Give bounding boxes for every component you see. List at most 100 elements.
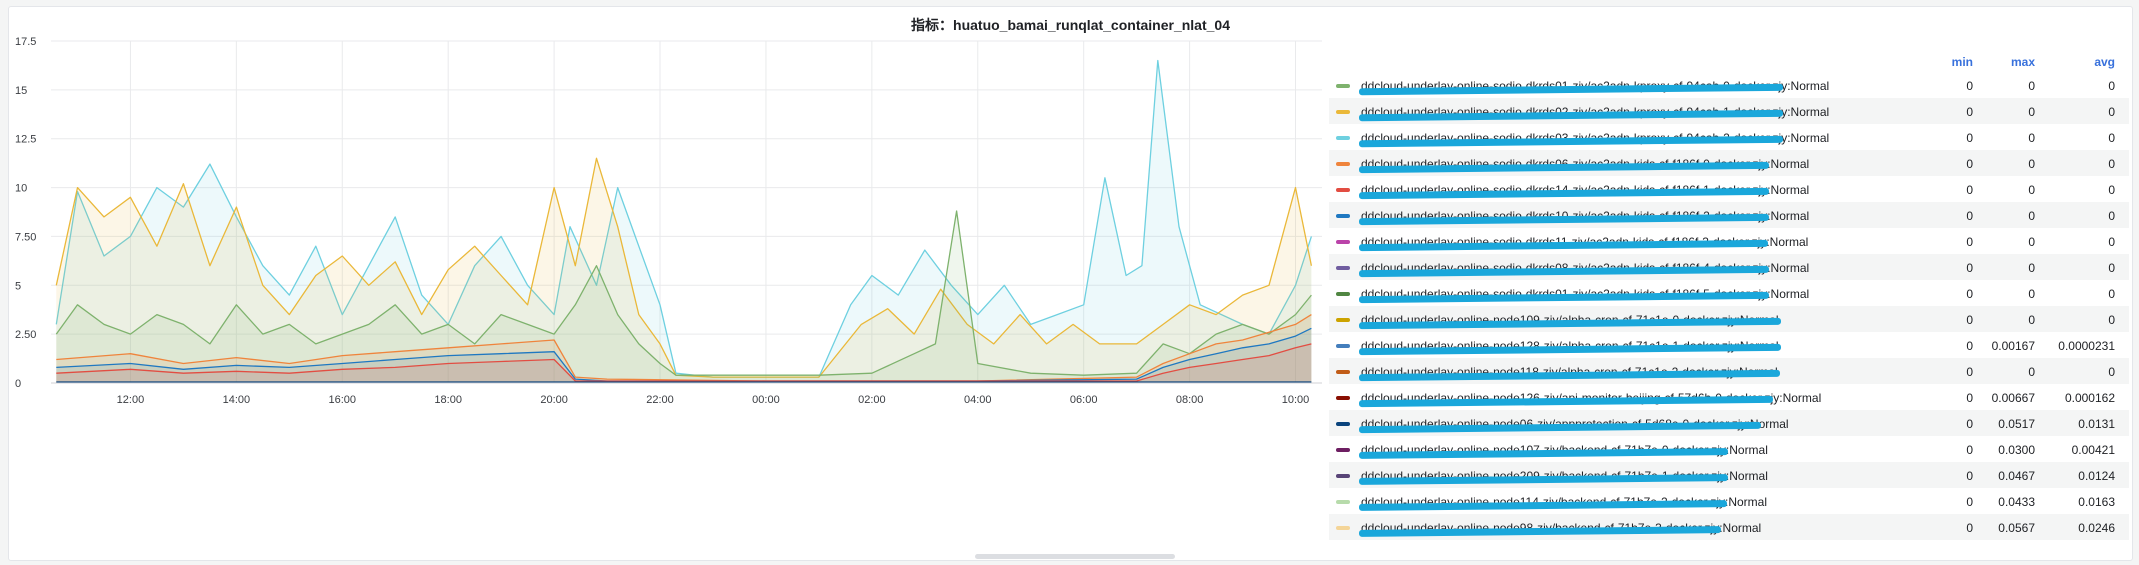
legend-avg-value: 0 [2108,287,2115,301]
legend-max-value: 0 [2028,79,2035,93]
legend-series-name[interactable]: ddcloud-underlay-online-sodio-dkrds01-zj… [1361,287,1809,301]
x-tick-label: 12:00 [117,394,145,406]
legend-min-value: 0 [1966,209,1973,223]
legend-series-name[interactable]: ddcloud-underlay-online-node109-zjy/alph… [1361,313,1779,327]
legend-item[interactable]: ddcloud-underlay-online-sodio-dkrds03-zj… [1329,124,2129,150]
legend-item[interactable]: ddcloud-underlay-online-node126-zjy/api-… [1329,384,2129,410]
series-area [56,314,1312,383]
horizontal-scrollbar[interactable] [975,554,1175,559]
legend-name-prefix: ddcloud-underlay-online-node107-zjy/back… [1361,443,1726,457]
legend-item[interactable]: ddcloud-underlay-online-sodio-dkrds06-zj… [1329,150,2129,176]
legend-min-value: 0 [1966,105,1973,119]
legend-swatch [1336,526,1350,530]
legend-item[interactable]: ddcloud-underlay-online-node209-zjy/back… [1329,462,2129,488]
legend-series-name[interactable]: ddcloud-underlay-online-node98-zjy/backe… [1361,521,1761,535]
x-tick-label: 06:00 [1070,394,1098,406]
x-tick-label: 20:00 [540,394,568,406]
legend-series-name[interactable]: ddcloud-underlay-online-node06-zjy/apppr… [1361,417,1789,431]
legend-series-name[interactable]: ddcloud-underlay-online-node114-zjy/back… [1361,495,1767,509]
legend-max-value: 0.0433 [1998,495,2035,509]
x-tick-label: 08:00 [1176,394,1204,406]
legend-avg-value: 0 [2108,235,2115,249]
legend-header-avg[interactable]: avg [2094,55,2115,69]
y-tick-label: 15 [15,85,27,97]
legend-series-name[interactable]: ddcloud-underlay-online-sodio-dkrds14-zj… [1361,183,1809,197]
legend-series-name[interactable]: ddcloud-underlay-online-sodio-dkrds01-zj… [1361,79,1829,93]
legend-swatch [1336,292,1350,296]
chart-legend: min max avg ddcloud-underlay-online-sodi… [1329,51,2129,540]
legend-avg-value: 0.00421 [2071,443,2115,457]
legend-series-name[interactable]: ddcloud-underlay-online-node209-zjy/back… [1361,469,1768,483]
legend-series-name[interactable]: ddcloud-underlay-online-node118-zjy/alph… [1361,365,1778,379]
legend-avg-value: 0 [2108,79,2115,93]
legend-item[interactable]: ddcloud-underlay-online-node118-zjy/alph… [1329,358,2129,384]
legend-max-value: 0.00167 [1991,339,2035,353]
legend-name-prefix: ddcloud-underlay-online-node118-zjy/alph… [1361,365,1778,379]
legend-min-value: 0 [1966,417,1973,431]
legend-series-name[interactable]: ddcloud-underlay-online-sodio-dkrds10-zj… [1361,209,1809,223]
legend-header-min[interactable]: min [1951,55,1973,69]
legend-item[interactable]: ddcloud-underlay-online-node128-zjy/alph… [1329,332,2129,358]
y-tick-label: 17.5 [15,36,36,48]
legend-item[interactable]: ddcloud-underlay-online-sodio-dkrds08-zj… [1329,254,2129,280]
legend-header-max[interactable]: max [2010,55,2035,69]
series-line [56,343,1312,382]
legend-item[interactable]: ddcloud-underlay-online-sodio-dkrds11-zj… [1329,228,2129,254]
legend-name-prefix: ddcloud-underlay-online-node06-zjy/apppr… [1361,417,1759,431]
legend-series-name[interactable]: ddcloud-underlay-online-sodio-dkrds08-zj… [1361,261,1809,275]
legend-series-name[interactable]: ddcloud-underlay-online-sodio-dkrds03-zj… [1361,131,1829,145]
legend-name-suffix: :Normal [1767,183,1810,197]
legend-item[interactable]: ddcloud-underlay-online-node98-zjy/backe… [1329,514,2129,540]
legend-name-suffix: :Normal [1725,469,1768,483]
legend-max-value: 0 [2028,183,2035,197]
legend-name-suffix: :Normal [1725,443,1768,457]
x-tick-label: 22:00 [646,394,674,406]
legend-name-prefix: ddcloud-underlay-online-sodio-dkrds10-zj… [1361,209,1768,223]
legend-swatch [1336,162,1350,166]
series-area [56,343,1312,383]
legend-series-name[interactable]: ddcloud-underlay-online-node126-zjy/api-… [1361,391,1821,405]
legend-avg-value: 0.000162 [2064,391,2115,405]
legend-name-suffix: y:Normal [1781,131,1830,145]
legend-max-value: 0 [2028,157,2035,171]
legend-name-suffix: :Normal [1766,235,1809,249]
legend-rows: ddcloud-underlay-online-sodio-dkrds01-zj… [1329,72,2129,540]
legend-item[interactable]: ddcloud-underlay-online-sodio-dkrds14-zj… [1329,176,2129,202]
x-tick-label: 14:00 [223,394,251,406]
legend-min-value: 0 [1966,495,1973,509]
legend-name-prefix: ddcloud-underlay-online-sodio-dkrds03-zj… [1361,131,1782,145]
legend-min-value: 0 [1966,183,1973,197]
legend-series-name[interactable]: ddcloud-underlay-online-node128-zjy/alph… [1361,339,1779,353]
legend-item[interactable]: ddcloud-underlay-online-node114-zjy/back… [1329,488,2129,514]
legend-name-suffix: jy:Normal [1770,391,1822,405]
legend-item[interactable]: ddcloud-underlay-online-sodio-dkrds01-zj… [1329,72,2129,98]
legend-name-suffix: :Normal [1719,521,1762,535]
legend-item[interactable]: ddcloud-underlay-online-sodio-dkrds10-zj… [1329,202,2129,228]
legend-series-name[interactable]: ddcloud-underlay-online-sodio-dkrds06-zj… [1361,157,1809,171]
legend-swatch [1336,188,1350,192]
legend-item[interactable]: ddcloud-underlay-online-node06-zjy/apppr… [1329,410,2129,436]
legend-swatch [1336,396,1350,400]
legend-min-value: 0 [1966,235,1973,249]
legend-series-name[interactable]: ddcloud-underlay-online-sodio-dkrds02-zj… [1361,105,1829,119]
legend-series-name[interactable]: ddcloud-underlay-online-sodio-dkrds11-zj… [1361,235,1808,249]
legend-max-value: 0 [2028,235,2035,249]
legend-item[interactable]: ddcloud-underlay-online-node109-zjy/alph… [1329,306,2129,332]
series-line [56,314,1312,382]
legend-min-value: 0 [1966,79,1973,93]
legend-swatch [1336,318,1350,322]
legend-avg-value: 0 [2108,261,2115,275]
legend-min-value: 0 [1966,339,1973,353]
legend-item[interactable]: ddcloud-underlay-online-node107-zjy/back… [1329,436,2129,462]
x-tick-label: 10:00 [1282,394,1310,406]
legend-min-value: 0 [1966,261,1973,275]
legend-name-suffix: :Normal [1767,261,1810,275]
legend-name-prefix: ddcloud-underlay-online-sodio-dkrds01-zj… [1361,79,1782,93]
legend-name-prefix: ddcloud-underlay-online-node126-zjy/api-… [1361,391,1771,405]
legend-name-suffix: y:Normal [1781,79,1830,93]
legend-swatch [1336,474,1350,478]
legend-series-name[interactable]: ddcloud-underlay-online-node107-zjy/back… [1361,443,1768,457]
legend-item[interactable]: ddcloud-underlay-online-sodio-dkrds02-zj… [1329,98,2129,124]
legend-avg-value: 0 [2108,183,2115,197]
legend-item[interactable]: ddcloud-underlay-online-sodio-dkrds01-zj… [1329,280,2129,306]
